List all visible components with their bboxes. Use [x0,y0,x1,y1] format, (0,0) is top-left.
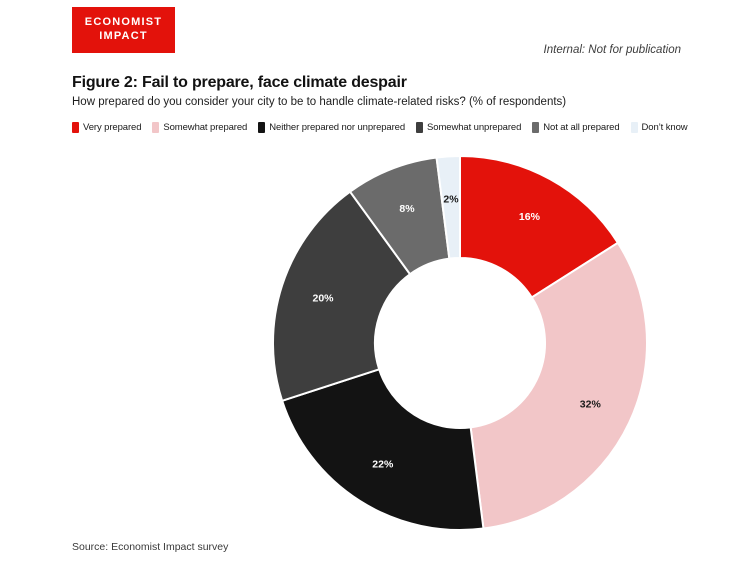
donut-chart: 16% 32% 22% 20% 8% 2% [270,153,650,533]
legend-label: Somewhat prepared [163,122,248,133]
legend-item-4: Somewhat unprepared [416,122,521,133]
legend-swatch-icon [72,122,79,133]
slice-data-label: 22% [372,459,394,471]
legend-item-1: Very prepared [72,122,141,133]
legend-swatch-icon [416,122,424,133]
legend-swatch-icon [258,122,266,133]
internal-note: Internal: Not for publication [543,44,681,56]
donut-slice-4 [272,190,412,403]
figure-subtitle: How prepared do you consider your city t… [72,96,567,108]
donut-slice-1 [459,154,620,299]
slice-data-label: 2% [443,193,459,205]
legend-swatch-icon [152,122,160,133]
figure-title: Figure 2: Fail to prepare, face climate … [72,74,407,91]
donut-slice-3 [280,368,485,532]
legend-swatch-icon [630,122,638,133]
donut-slice-6 [435,154,461,260]
economist-impact-logo: ECONOMIST IMPACT [72,7,175,53]
slice-data-label: 20% [312,293,334,305]
legend-label: Very prepared [83,122,142,133]
legend-label: Don’t know [641,122,688,133]
legend-label: Not at all prepared [543,122,620,133]
legend-label: Somewhat unprepared [427,122,522,133]
legend-item-2: Somewhat prepared [152,122,247,133]
logo-line-1: ECONOMIST [84,16,163,29]
legend-swatch-icon [532,122,540,133]
legend-item-3: Neither prepared nor unprepared [258,122,405,133]
legend-label: Neither prepared nor unprepared [269,122,406,133]
legend: Very prepared Somewhat prepared Neither pr… [72,122,688,133]
source-note: Source: Economist Impact survey [72,541,229,553]
slice-data-label: 32% [580,398,602,410]
donut-chart-svg: 16% 32% 22% 20% 8% 2% [272,154,648,532]
donut-slice-2 [469,241,648,530]
legend-item-5: Not at all prepared [532,122,620,133]
logo-line-2: IMPACT [99,30,148,42]
slice-data-label: 16% [519,211,541,223]
slice-data-label: 8% [399,203,415,215]
legend-item-6: Don’t know [630,122,688,133]
